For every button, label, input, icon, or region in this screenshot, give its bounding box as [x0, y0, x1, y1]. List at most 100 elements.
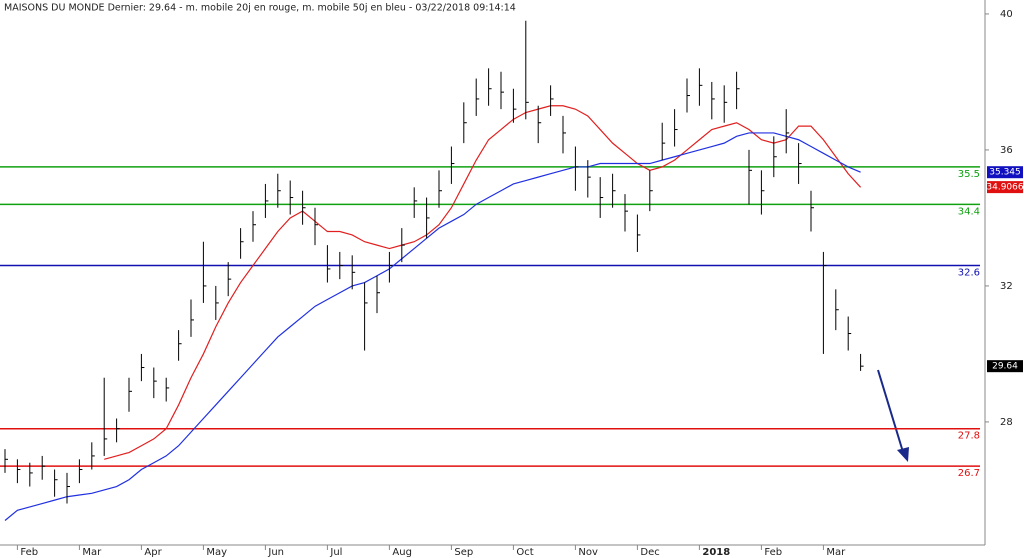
ohlc-bar	[140, 353, 145, 382]
ohlc-bar	[649, 170, 653, 212]
ohlc-bar	[475, 78, 480, 116]
ohlc-bar	[450, 146, 455, 184]
ohlc-bar	[29, 462, 33, 487]
ohlc-bar	[438, 170, 442, 208]
ohlc-bar	[314, 207, 318, 246]
ohlc-bar	[835, 289, 839, 331]
ohlc-bar	[326, 245, 331, 283]
moving-average	[104, 105, 862, 460]
price-badge	[987, 360, 1023, 373]
ohlc-bar	[599, 177, 604, 218]
x-tick-label: Aug	[392, 547, 412, 558]
ohlc-bar	[41, 455, 46, 480]
ohlc-bar	[488, 68, 492, 106]
ohlc-bar	[860, 353, 864, 371]
ohlc-bar	[748, 149, 752, 205]
ohlc-bar	[760, 170, 765, 215]
ohlc-bar	[78, 459, 83, 484]
ohlc-bar	[636, 214, 641, 252]
moving-average	[4, 132, 861, 521]
ohlc-bar	[686, 78, 690, 113]
ohlc-bar	[587, 160, 591, 198]
x-tick-label: Jun	[267, 547, 284, 558]
y-tick-label: 40	[1000, 9, 1013, 20]
x-tick-label: Apr	[144, 547, 162, 558]
ohlc-bar	[661, 122, 666, 161]
ohlc-bar	[798, 143, 802, 184]
x-tick-label: Oct	[516, 547, 533, 558]
price-badge	[987, 181, 1023, 194]
x-tick-label: Feb	[20, 547, 38, 558]
ohlc-bar	[537, 105, 542, 144]
ohlc-bar	[512, 88, 517, 123]
y-tick-label: 36	[1000, 145, 1013, 156]
ohlc-bar	[463, 102, 467, 144]
ohlc-bar	[252, 211, 256, 242]
ohlc-bar	[4, 449, 8, 473]
ohlc-bar	[215, 285, 219, 320]
ohlc-bar	[264, 183, 269, 218]
ohlc-bar	[91, 442, 95, 470]
price-badge-label: 29.64	[992, 362, 1018, 372]
ohlc-bar	[723, 85, 728, 123]
ohlc-bar	[413, 187, 418, 218]
price-badge	[987, 166, 1023, 179]
y-tick-label: 28	[1000, 417, 1013, 428]
ohlc-bar	[16, 459, 21, 484]
level-label: 26.7	[958, 468, 980, 479]
ohlc-bar	[190, 299, 194, 337]
ohlc-bar	[711, 81, 715, 120]
ohlc-bar	[54, 469, 58, 497]
ohlc-bar	[339, 251, 343, 280]
level-label: 27.8	[958, 431, 980, 442]
ohlc-bar	[574, 146, 579, 191]
ohlc-bar	[376, 275, 380, 314]
ohlc-bar	[66, 472, 70, 504]
ohlc-bar	[289, 180, 294, 215]
level-label: 32.6	[958, 268, 980, 279]
price-badge-label: 35.345	[989, 168, 1021, 178]
ohlc-bar	[736, 71, 740, 110]
ohlc-bar	[500, 71, 504, 110]
ohlc-bar	[165, 377, 170, 402]
y-tick-label: 32	[1000, 281, 1013, 292]
ohlc-bar	[674, 109, 678, 147]
ohlc-bar	[178, 330, 182, 361]
chart-title: MAISONS DU MONDE Dernier: 29.64 - m. mob…	[4, 3, 516, 14]
x-tick-label: Mar	[82, 547, 102, 558]
ohlc-bar	[302, 190, 306, 225]
level-label: 34.4	[958, 206, 980, 217]
ohlc-bar	[388, 251, 393, 283]
ohlc-bar	[364, 282, 368, 351]
ohlc-bar	[550, 85, 554, 116]
ohlc-bar	[612, 173, 616, 208]
level-label: 35.5	[958, 169, 980, 180]
ohlc-bar	[128, 377, 132, 412]
ohlc-bar	[153, 367, 157, 399]
x-tick-label: 2018	[702, 547, 730, 558]
ohlc-bar	[202, 241, 207, 303]
ohlc-bar	[698, 68, 703, 106]
ohlc-bar	[426, 197, 430, 239]
ohlc-bar	[227, 262, 232, 297]
ohlc-bar	[785, 109, 790, 154]
ohlc-bar	[773, 136, 777, 178]
ohlc-bar	[525, 20, 529, 120]
price-badge-label: 34.9066	[986, 183, 1023, 193]
ohlc-bar	[624, 194, 628, 232]
x-tick-label: Feb	[764, 547, 782, 558]
ohlc-bar	[116, 418, 120, 443]
ohlc-bar	[351, 255, 356, 290]
ohlc-bar	[822, 251, 827, 354]
x-tick-label: Nov	[578, 547, 598, 558]
ohlc-bar	[562, 115, 566, 154]
trend-arrow	[877, 369, 909, 462]
ohlc-bar	[401, 228, 405, 263]
x-tick-label: Jul	[329, 547, 342, 558]
x-tick-label: Mar	[826, 547, 846, 558]
ohlc-bar	[847, 316, 852, 351]
ohlc-bar	[240, 228, 244, 259]
ohlc-bar	[103, 377, 108, 456]
